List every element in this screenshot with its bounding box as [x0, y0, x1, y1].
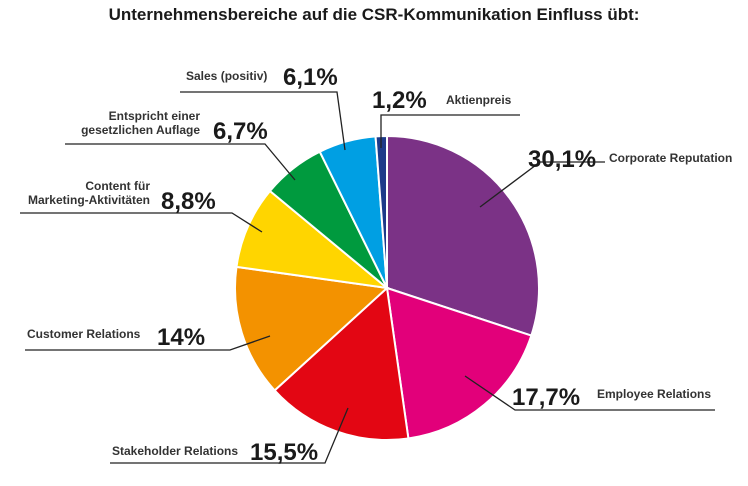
leader-customer-relations — [25, 335, 271, 351]
category-label-customer-relations: Customer Relations — [27, 327, 141, 341]
pie-slice-employee-relations — [385, 286, 533, 440]
category-label-marketing-line2: Marketing-Aktivitäten — [28, 193, 150, 207]
value-label-customer-relations: 14% — [157, 324, 205, 351]
value-label-employee-relations: 17,7% — [512, 384, 580, 411]
category-label-auflage-line1: Entspricht einer — [109, 109, 201, 123]
category-label-corporate-reputation: Corporate Reputation — [609, 151, 732, 165]
value-label-auflage: 6,7% — [213, 118, 268, 145]
leader-corporate-reputation — [479, 161, 605, 208]
category-label-sales: Sales (positiv) — [186, 69, 267, 83]
value-label-stakeholder-relations: 15,5% — [250, 439, 318, 466]
chart-title: Unternehmensbereiche auf die CSR-Kommuni… — [109, 5, 640, 24]
leader-sales — [180, 91, 346, 151]
pie-slice-customer-relations — [234, 265, 390, 392]
category-label-aktienpreis: Aktienpreis — [446, 93, 512, 107]
value-label-aktienpreis: 1,2% — [372, 87, 427, 114]
leader-employee-relations — [464, 375, 715, 411]
value-label-corporate-reputation: 30,1% — [528, 146, 596, 173]
category-label-employee-relations: Employee Relations — [597, 387, 711, 401]
leader-marketing — [20, 212, 263, 233]
pie-slices — [234, 134, 540, 441]
leader-stakeholder-relations — [110, 407, 349, 464]
slice-labels: 30,1% Corporate Reputation 17,7% Employe… — [27, 64, 732, 466]
pie-slice-content-f-r-marketing-aktivit-ten — [235, 189, 391, 290]
category-label-auflage-line2: gesetzlichen Auflage — [81, 123, 200, 137]
value-label-marketing: 8,8% — [161, 188, 216, 215]
pie-slice-stakeholder-relations — [273, 285, 410, 441]
leader-aktienpreis — [380, 114, 520, 148]
category-label-stakeholder-relations: Stakeholder Relations — [112, 444, 238, 458]
leader-lines — [20, 91, 715, 464]
pie-slice-corporate-reputation — [386, 134, 540, 337]
value-label-sales: 6,1% — [283, 64, 338, 91]
category-label-marketing-line1: Content für — [85, 179, 150, 193]
leader-auflage — [65, 143, 296, 181]
